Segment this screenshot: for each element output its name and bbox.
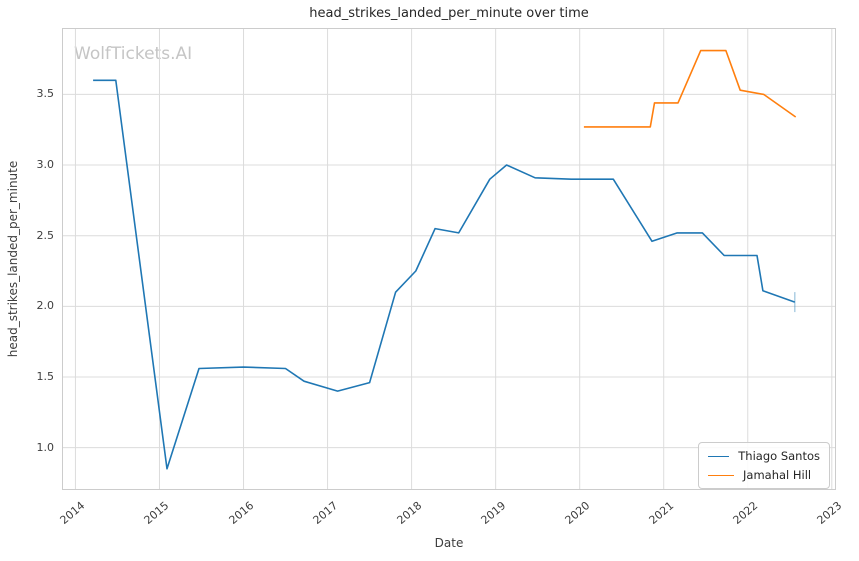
plot-border [62, 28, 836, 490]
legend-label: Jamahal Hill [743, 468, 812, 482]
legend: Thiago Santos Jamahal Hill [698, 442, 830, 489]
y-tick-label: 3.5 [36, 87, 55, 101]
legend-line-swatch-blue [708, 455, 730, 457]
series-line-jamahal-hill [583, 49, 797, 128]
y-tick-label: 1.0 [36, 440, 55, 454]
watermark: WolfTickets.AI [74, 44, 193, 64]
y-tick-label: 2.5 [36, 228, 55, 242]
legend-item-jamahal-hill: Jamahal Hill [708, 468, 820, 482]
series-line-thiago-santos [93, 79, 796, 470]
y-tick-label: 1.5 [36, 369, 55, 383]
y-tick-label: 3.0 [36, 158, 55, 172]
legend-line-swatch-orange [708, 474, 734, 476]
y-tick-label: 2.0 [36, 299, 55, 313]
x-axis-label: Date [434, 536, 464, 550]
legend-label: Thiago Santos [738, 449, 820, 463]
legend-item-thiago-santos: Thiago Santos [708, 449, 820, 463]
chart-title: head_strikes_landed_per_minute over time [309, 6, 589, 21]
y-axis-label: head_strikes_landed_per_minute [6, 160, 20, 358]
plot-area [62, 28, 836, 490]
